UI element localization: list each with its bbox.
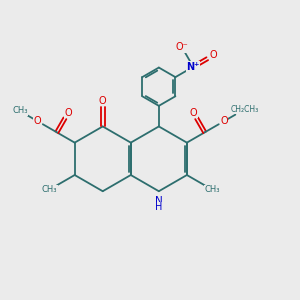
Text: O: O	[190, 108, 197, 118]
Text: O: O	[34, 116, 41, 126]
Text: N⁺: N⁺	[187, 62, 200, 72]
Text: O: O	[209, 50, 217, 61]
Text: CH₂CH₃: CH₂CH₃	[230, 105, 258, 114]
Text: O: O	[99, 96, 106, 106]
Text: H: H	[155, 202, 163, 212]
Text: CH₃: CH₃	[12, 106, 28, 116]
Text: O: O	[64, 108, 72, 118]
Text: O⁻: O⁻	[176, 42, 188, 52]
Text: CH₃: CH₃	[42, 185, 57, 194]
Text: O: O	[220, 116, 228, 126]
Text: CH₃: CH₃	[204, 185, 220, 194]
Text: N: N	[155, 196, 163, 206]
